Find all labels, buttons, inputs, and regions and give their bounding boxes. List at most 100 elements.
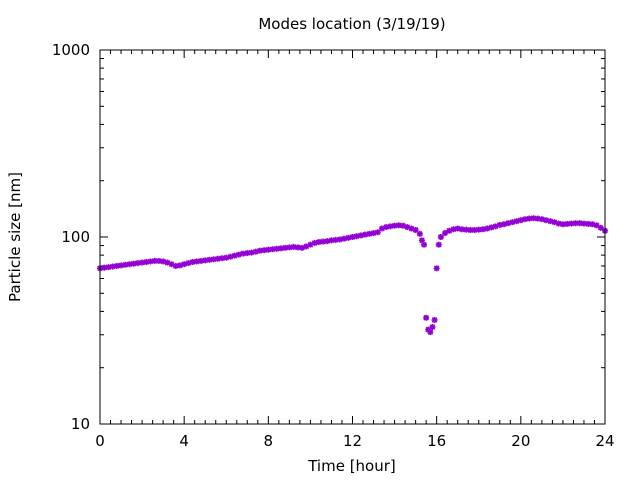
x-tick-label: 0: [95, 432, 105, 450]
marker-stroke: [475, 226, 482, 233]
marker-stroke: [294, 244, 301, 251]
marker-stroke: [210, 256, 217, 263]
marker-stroke: [581, 220, 587, 227]
marker-stroke: [431, 317, 438, 323]
y-tick-label: 10: [71, 415, 90, 433]
marker-stroke: [412, 227, 419, 233]
data-point: [433, 265, 440, 272]
marker-stroke: [530, 215, 537, 222]
data-point: [227, 253, 234, 260]
marker-stroke: [135, 260, 141, 266]
marker-stroke: [320, 238, 326, 245]
marker-stroke: [168, 261, 175, 268]
data-point: [431, 316, 438, 323]
plot-frame: [99, 49, 606, 425]
data-point: [143, 259, 150, 265]
marker-stroke: [419, 237, 425, 244]
data-point: [105, 264, 112, 271]
marker-stroke: [551, 219, 558, 226]
data-point: [118, 262, 125, 269]
data-point: [198, 257, 204, 264]
marker-stroke: [160, 258, 166, 265]
x-tick-label: 16: [427, 432, 446, 450]
marker-stroke: [526, 215, 533, 222]
marker-stroke: [467, 227, 474, 233]
marker-stroke: [454, 225, 461, 232]
marker-stroke: [139, 259, 145, 266]
data-point: [429, 324, 436, 331]
marker-stroke: [564, 221, 570, 227]
data-point: [593, 222, 600, 229]
marker-stroke: [417, 230, 423, 237]
data-point: [568, 220, 575, 227]
marker-stroke: [463, 226, 469, 233]
data-point: [349, 234, 356, 240]
data-point: [427, 329, 434, 336]
x-tick-label: 4: [179, 432, 189, 450]
data-point: [543, 217, 550, 224]
marker-stroke: [543, 217, 549, 224]
marker-stroke: [215, 255, 221, 262]
x-tick-label: 12: [343, 432, 362, 450]
marker-stroke: [522, 216, 528, 223]
marker-stroke: [589, 221, 596, 228]
marker-stroke: [316, 239, 322, 245]
data-points: [97, 215, 608, 336]
marker-stroke: [172, 263, 179, 269]
marker-stroke: [109, 263, 116, 270]
data-point: [416, 230, 423, 237]
data-point: [412, 227, 419, 233]
marker-stroke: [193, 258, 200, 265]
marker-stroke: [391, 222, 398, 229]
marker-stroke: [265, 246, 272, 253]
marker-stroke: [273, 245, 280, 252]
marker-stroke: [147, 258, 154, 265]
marker-stroke: [572, 220, 579, 227]
data-point: [395, 222, 402, 229]
x-tick-label: 8: [264, 432, 274, 450]
data-point: [522, 216, 529, 223]
marker-stroke: [198, 258, 204, 264]
y-tick-label: 1000: [52, 41, 90, 59]
marker-stroke: [332, 237, 339, 243]
marker-stroke: [459, 226, 465, 233]
x-tick-label: 20: [511, 432, 530, 450]
marker-stroke: [202, 257, 209, 264]
marker-stroke: [143, 259, 150, 265]
marker-stroke: [539, 216, 545, 223]
data-point: [435, 241, 442, 248]
data-point: [303, 243, 310, 250]
marker-stroke: [423, 314, 429, 321]
marker-stroke: [560, 221, 566, 228]
marker-stroke: [433, 265, 440, 272]
data-point: [458, 226, 465, 233]
y-axis-label: Particle size [nm]: [6, 172, 24, 302]
marker-stroke: [421, 241, 427, 248]
marker-stroke: [156, 258, 162, 264]
marker-stroke: [114, 263, 120, 269]
data-point: [475, 226, 482, 233]
marker-stroke: [206, 257, 213, 263]
marker-stroke: [130, 260, 137, 267]
marker-stroke: [269, 246, 276, 253]
marker-stroke: [244, 250, 251, 256]
data-point: [374, 229, 381, 236]
chart-title: Modes location (3/19/19): [258, 15, 445, 33]
data-point: [294, 244, 301, 251]
marker-stroke: [240, 250, 246, 257]
marker-stroke: [408, 225, 415, 232]
marker-stroke: [585, 221, 591, 227]
marker-stroke: [126, 261, 133, 268]
marker-stroke: [427, 329, 434, 335]
marker-stroke: [547, 218, 554, 224]
data-point: [202, 257, 209, 264]
data-point: [559, 221, 566, 228]
marker-stroke: [189, 259, 196, 265]
marker-stroke: [593, 222, 600, 229]
marker-stroke: [282, 245, 288, 251]
marker-stroke: [122, 261, 129, 268]
marker-stroke: [286, 244, 293, 251]
marker-stroke: [374, 229, 381, 236]
